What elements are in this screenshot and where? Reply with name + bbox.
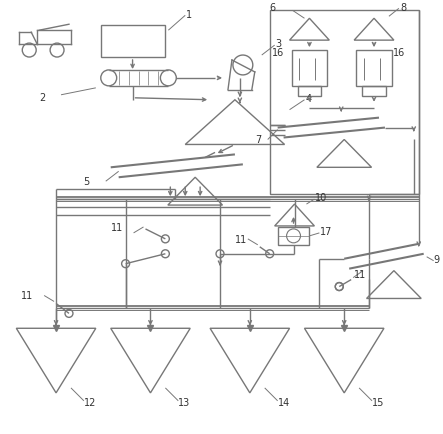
Text: 11: 11 (354, 269, 366, 279)
Text: 10: 10 (315, 193, 328, 203)
Text: 3: 3 (276, 39, 282, 49)
Bar (298, 87, 321, 96)
Text: 16: 16 (393, 48, 405, 58)
Text: 12: 12 (84, 397, 96, 407)
Text: 2: 2 (39, 92, 46, 102)
Bar (291, 51, 327, 87)
Bar (362, 87, 386, 96)
Text: 11: 11 (111, 222, 123, 232)
Text: 11: 11 (235, 234, 247, 244)
Text: 9: 9 (434, 254, 440, 264)
Text: 14: 14 (278, 397, 290, 407)
Bar (101, 26, 165, 58)
Bar (270, 11, 419, 195)
Bar (278, 227, 309, 245)
Text: 8: 8 (401, 3, 407, 13)
Text: 17: 17 (320, 227, 333, 237)
Text: 4: 4 (306, 94, 311, 104)
Text: 5: 5 (83, 177, 89, 187)
Text: 13: 13 (178, 397, 190, 407)
Bar (356, 51, 392, 87)
Text: 16: 16 (272, 48, 284, 58)
Text: 7: 7 (255, 135, 261, 145)
Text: 11: 11 (21, 291, 34, 301)
Text: 6: 6 (270, 3, 276, 13)
Text: 1: 1 (186, 10, 192, 20)
Text: 15: 15 (372, 397, 385, 407)
